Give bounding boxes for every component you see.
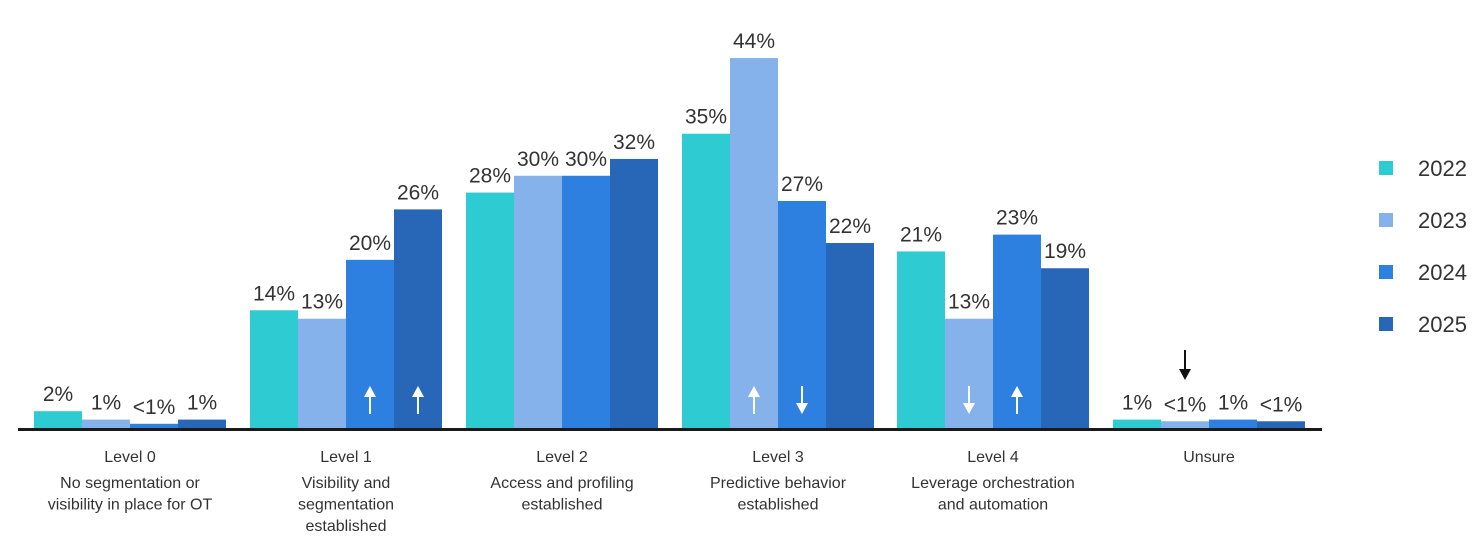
bar-0-3 (178, 419, 226, 428)
legend-swatch (1379, 161, 1393, 175)
legend-item-2025: 2025 (1379, 312, 1467, 337)
category-description-3-0: Predictive behavior (710, 475, 847, 492)
category-title-5: Unsure (1183, 449, 1235, 466)
data-label-4-1: 13% (948, 291, 990, 314)
legend-swatch (1379, 213, 1393, 227)
data-label-5-1: <1% (1164, 393, 1207, 416)
data-label-2-2: 30% (565, 148, 607, 171)
category-description-3-1: established (738, 497, 819, 514)
category-description-2-1: established (522, 497, 603, 514)
bar-3-0 (682, 133, 730, 429)
legend-label: 2022 (1418, 156, 1467, 181)
legend-item-2024: 2024 (1379, 260, 1467, 285)
bar-1-1 (298, 318, 346, 428)
category-title-1: Level 1 (320, 449, 372, 466)
bar-0-2 (130, 423, 178, 428)
bar-2-3 (610, 158, 658, 428)
data-label-1-1: 13% (301, 291, 343, 314)
category-title-2: Level 2 (536, 449, 588, 466)
bar-3-1 (730, 58, 778, 429)
data-label-2-1: 30% (517, 148, 559, 171)
legend-item-2022: 2022 (1379, 156, 1467, 181)
data-label-1-0: 14% (253, 282, 295, 305)
trend-arrow-up-icon (748, 386, 760, 414)
bar-5-2 (1209, 419, 1257, 428)
data-label-2-3: 32% (613, 131, 655, 154)
data-label-0-1: 1% (91, 392, 121, 415)
category-description-2-0: Access and profiling (490, 475, 633, 492)
data-label-3-1: 44% (733, 30, 775, 53)
data-label-3-0: 35% (685, 106, 727, 129)
category-description-0-1: visibility in place for OT (48, 497, 213, 514)
legend-swatch (1379, 317, 1393, 331)
data-label-1-3: 26% (397, 181, 439, 204)
data-label-4-0: 21% (900, 223, 942, 246)
data-label-5-2: 1% (1218, 392, 1248, 415)
data-label-0-2: <1% (133, 396, 176, 419)
data-label-1-2: 20% (349, 232, 391, 255)
data-label-4-3: 19% (1044, 240, 1086, 263)
category-title-4: Level 4 (967, 449, 1019, 466)
category-description-1-2: established (306, 518, 387, 535)
category-description-4-0: Leverage orchestration (911, 475, 1075, 492)
bar-5-1 (1161, 421, 1209, 428)
category-description-0-0: No segmentation or (60, 475, 200, 492)
bar-3-3 (826, 243, 874, 428)
category-title-0: Level 0 (104, 449, 156, 466)
category-description-4-1: and automation (938, 497, 1048, 514)
data-label-0-3: 1% (187, 392, 217, 415)
category-title-3: Level 3 (752, 449, 804, 466)
bar-1-0 (250, 310, 298, 428)
trend-arrow-down-icon (963, 386, 975, 414)
legend-label: 2023 (1418, 208, 1467, 233)
bar-5-3 (1257, 421, 1305, 428)
trend-arrow-up-icon (412, 386, 424, 414)
data-label-0-0: 2% (43, 383, 73, 406)
value-labels-group: 2% 1% <1% 1% 14% 13% 20% 26% 28% 30% 30% 32% 35% 44% 2… (43, 30, 1302, 419)
legend-label: 2024 (1418, 260, 1467, 285)
trend-arrows-group (364, 350, 1191, 414)
bars-group (34, 58, 1305, 429)
data-label-5-3: <1% (1260, 393, 1303, 416)
trend-arrow-down-icon (1179, 350, 1191, 380)
bar-4-3 (1041, 268, 1089, 428)
bar-2-0 (466, 192, 514, 428)
category-description-1-1: segmentation (298, 497, 394, 514)
trend-arrow-down-icon (796, 386, 808, 414)
bar-0-1 (82, 419, 130, 428)
legend-label: 2025 (1418, 312, 1467, 337)
legend-swatch (1379, 265, 1393, 279)
category-labels-group: Level 0 No segmentation or visibility in p… (48, 449, 1235, 535)
bar-4-0 (897, 251, 945, 428)
bar-2-2 (562, 175, 610, 428)
bar-0-0 (34, 411, 82, 428)
legend-item-2023: 2023 (1379, 208, 1467, 233)
trend-arrow-up-icon (1011, 386, 1023, 414)
data-label-4-2: 23% (996, 207, 1038, 230)
data-label-2-0: 28% (469, 165, 511, 188)
category-description-1-0: Visibility and (302, 475, 391, 492)
bar-2-1 (514, 175, 562, 428)
data-label-3-2: 27% (781, 173, 823, 196)
data-label-3-3: 22% (829, 215, 871, 238)
trend-arrow-up-icon (364, 386, 376, 414)
bar-5-0 (1113, 419, 1161, 428)
legend: 2022 2023 2024 2025 (1379, 156, 1467, 337)
data-label-5-0: 1% (1122, 392, 1152, 415)
